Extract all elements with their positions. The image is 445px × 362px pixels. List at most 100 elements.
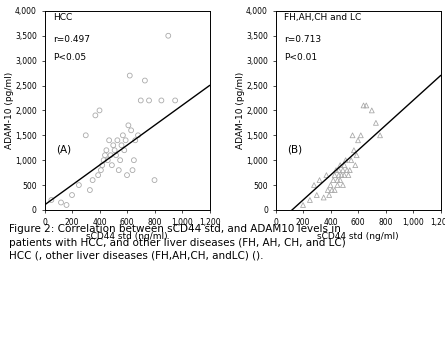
Point <box>95 172 102 178</box>
Point <box>311 182 318 188</box>
Point <box>104 157 111 163</box>
Point <box>126 73 134 79</box>
Point <box>89 177 96 183</box>
Point <box>368 108 375 113</box>
Point <box>320 195 327 201</box>
Point <box>129 167 136 173</box>
Text: HCC: HCC <box>53 13 72 22</box>
Point <box>113 152 120 158</box>
Point <box>114 138 121 143</box>
Point <box>330 177 337 183</box>
Point <box>336 162 344 168</box>
Text: Figure 2: Correlation between sCD44 std, and ADAM10 levels in
patients with HCC,: Figure 2: Correlation between sCD44 std,… <box>9 224 346 261</box>
Point <box>99 162 106 168</box>
Point <box>331 187 338 193</box>
Point <box>344 167 351 173</box>
Point <box>63 202 70 208</box>
Point <box>86 187 93 193</box>
Point <box>340 167 347 173</box>
Point <box>119 132 126 138</box>
Point <box>323 172 330 178</box>
Point <box>115 167 122 173</box>
Point <box>111 147 118 153</box>
Text: FH,AH,CH and LC: FH,AH,CH and LC <box>284 13 361 22</box>
Point <box>117 157 124 163</box>
Point <box>372 120 380 126</box>
Point <box>334 182 341 188</box>
Point <box>92 113 99 118</box>
Point <box>346 167 353 173</box>
Point <box>350 147 357 153</box>
Y-axis label: ADAM-10 (pg/ml): ADAM-10 (pg/ml) <box>4 72 14 149</box>
Point <box>313 192 320 198</box>
Point <box>134 132 142 138</box>
Text: P<0.05: P<0.05 <box>53 53 86 62</box>
Point <box>326 192 333 198</box>
Point <box>146 98 153 104</box>
Point <box>349 132 356 138</box>
Point <box>316 177 323 183</box>
X-axis label: sCD44 std (ng/ml): sCD44 std (ng/ml) <box>86 232 168 241</box>
Point <box>118 142 125 148</box>
Point <box>172 98 179 104</box>
Point <box>342 157 349 163</box>
Point <box>130 157 138 163</box>
Point <box>151 177 158 183</box>
Point <box>335 167 342 173</box>
Point <box>110 142 117 148</box>
Point <box>100 157 107 163</box>
Point <box>142 78 149 84</box>
Point <box>355 138 362 143</box>
Point <box>132 138 139 143</box>
X-axis label: sCD44 std (ng/ml): sCD44 std (ng/ml) <box>317 232 399 241</box>
Point <box>353 152 360 158</box>
Point <box>137 98 144 104</box>
Text: P<0.01: P<0.01 <box>284 53 317 62</box>
Point <box>334 177 341 183</box>
Point <box>125 122 132 128</box>
Point <box>108 162 115 168</box>
Point <box>352 162 359 168</box>
Point <box>376 132 384 138</box>
Point <box>341 162 348 168</box>
Point <box>338 172 345 178</box>
Point <box>107 152 114 158</box>
Point <box>341 172 348 178</box>
Point <box>340 182 347 188</box>
Point <box>299 202 307 208</box>
Text: (B): (B) <box>287 144 302 154</box>
Point <box>48 197 55 203</box>
Point <box>327 182 334 188</box>
Point <box>306 197 313 203</box>
Point <box>348 157 355 163</box>
Point <box>165 33 172 39</box>
Point <box>97 167 105 173</box>
Point <box>345 172 352 178</box>
Point <box>75 182 82 188</box>
Point <box>360 102 367 108</box>
Point <box>57 199 65 205</box>
Point <box>336 177 344 183</box>
Point <box>128 127 135 133</box>
Point <box>101 152 109 158</box>
Point <box>103 147 110 153</box>
Point <box>96 108 103 113</box>
Point <box>121 147 128 153</box>
Point <box>331 172 338 178</box>
Point <box>328 187 336 193</box>
Point <box>158 98 165 104</box>
Point <box>105 138 113 143</box>
Y-axis label: ADAM-10 (pg/ml): ADAM-10 (pg/ml) <box>235 72 245 149</box>
Point <box>123 172 130 178</box>
Point <box>122 138 129 143</box>
Point <box>69 192 76 198</box>
Point <box>324 187 332 193</box>
Point <box>82 132 89 138</box>
Point <box>332 167 340 173</box>
Text: r=0.713: r=0.713 <box>284 35 321 44</box>
Text: r=0.497: r=0.497 <box>53 35 90 44</box>
Point <box>357 132 364 138</box>
Point <box>363 102 370 108</box>
Point <box>335 172 342 178</box>
Text: (A): (A) <box>56 144 71 154</box>
